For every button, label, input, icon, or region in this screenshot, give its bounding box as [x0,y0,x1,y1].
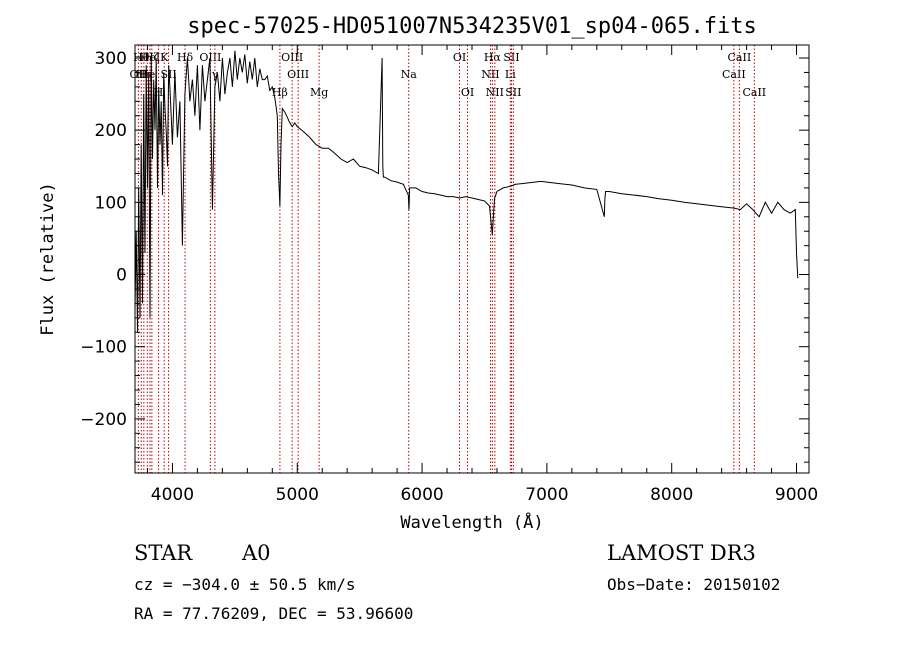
x-tick-label-0: 4000 [151,485,194,505]
line-label-10: OIII [199,51,221,64]
line-label-2: Hη [136,68,152,81]
y-tick-label-4: 200 [95,121,127,141]
line-label-4: HeI [140,51,160,64]
line-label-14: OIII [287,68,309,81]
line-label-19: NII [481,68,499,81]
survey-name: LAMOST DR3 [607,541,756,565]
y-tick-label-1: −100 [80,338,127,358]
y-tick-label-0: −200 [80,410,127,430]
line-label-5: Hζ [144,51,160,64]
coordinates: RA = 77.76209, DEC = 53.96600 [134,604,413,623]
line-label-7: K [160,51,169,64]
y-tick-label-3: 100 [95,193,127,213]
line-label-11: γ [212,68,219,81]
plot-frame [134,44,810,474]
x-tick-label-4: 8000 [650,485,693,505]
line-label-3: He [139,68,155,81]
y-tick-label-5: 300 [95,49,127,69]
line-label-17: OI [453,51,466,64]
line-label-16: Na [401,68,418,81]
object-class: STAR [134,541,193,565]
line-label-24: SII [505,86,521,99]
obs-date: Obs−Date: 20150102 [607,575,780,594]
line-label-9: Hδ [177,51,194,64]
flux-series [134,50,799,333]
x-tick-label-3: 7000 [525,485,568,505]
x-tick-label-5: 9000 [775,485,818,505]
line-label-27: CaII [742,86,766,99]
series-line-0 [134,50,799,333]
line-label-26: CaII [728,51,752,64]
chart-title: spec-57025-HD051007N534235V01_sp04-065.f… [187,14,757,39]
line-label-20: Hα [484,51,502,64]
x-axis-ticks: 4000 5000 6000 7000 8000 9000 [146,45,818,505]
line-label-12: Hβ [272,86,288,99]
y-tick-label-2: 0 [116,266,127,286]
line-label-0: OII [130,68,148,81]
line-label-13: OIII [281,51,303,64]
object-subclass: A0 [241,541,271,565]
line-label-15: Mg [310,86,328,99]
y-axis-ticks: −200 −100 0 100 200 300 [80,49,809,463]
line-label-22: Li [505,68,516,81]
x-axis-label: Wavelength (Å) [400,511,543,533]
y-axis-label: Flux (relative) [38,182,58,336]
x-tick-label-2: 6000 [400,485,443,505]
line-label-21: NII [486,86,504,99]
redshift-readout: cz = −304.0 ± 50.5 km/s [134,575,356,594]
x-tick-label-1: 5000 [276,485,319,505]
line-label-25: CaII [722,68,746,81]
line-label-18: OI [461,86,474,99]
line-label-23: SII [503,51,519,64]
